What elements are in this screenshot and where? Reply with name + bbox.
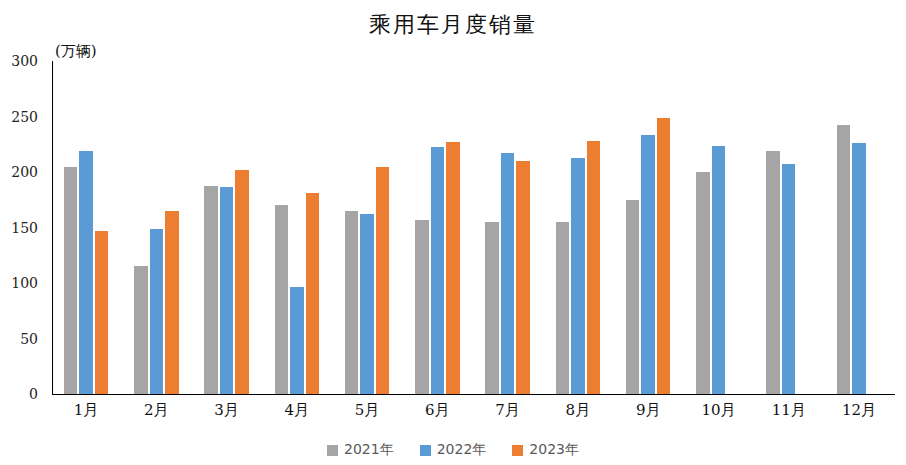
bar-2023年-8月 (587, 141, 601, 394)
bar-2021年-9月 (626, 200, 640, 394)
legend-item-2021年: 2021年 (327, 441, 394, 459)
y-tick-label-300: 300 (0, 52, 38, 70)
x-tick-label-2: 2月 (126, 401, 186, 420)
y-axis-line (52, 61, 53, 394)
bar-2023年-5月 (376, 167, 390, 394)
y-axis-unit-label: (万辆) (55, 42, 97, 61)
legend-swatch-2023年 (512, 445, 523, 456)
bar-2022年-7月 (501, 153, 515, 394)
bar-2021年-4月 (275, 205, 289, 394)
bar-2021年-2月 (134, 266, 148, 394)
y-tick-label-150: 150 (0, 219, 38, 237)
bar-2021年-6月 (415, 220, 429, 394)
x-tick-label-12: 12月 (829, 401, 889, 420)
legend-swatch-2022年 (420, 445, 431, 456)
y-tick-label-250: 250 (0, 108, 38, 126)
chart-canvas: 乘用车月度销量 (万辆) 0 50 100 150 200 250 300 1月 2月 3月 4月 5… (0, 0, 906, 465)
bar-2022年-11月 (782, 164, 796, 394)
legend: 2021年 2022年 2023年 (0, 441, 906, 459)
bar-2021年-1月 (64, 167, 78, 394)
bar-2023年-9月 (657, 118, 671, 394)
x-axis-line (52, 394, 895, 395)
x-tick-label-4: 4月 (267, 401, 327, 420)
bar-2023年-1月 (95, 231, 109, 394)
legend-swatch-2021年 (327, 445, 338, 456)
legend-label-2021年: 2021年 (344, 441, 394, 459)
x-tick-label-10: 10月 (688, 401, 748, 420)
x-tick-label-3: 3月 (197, 401, 257, 420)
bar-2022年-12月 (852, 143, 866, 394)
x-tick-label-8: 8月 (548, 401, 608, 420)
y-tick-label-100: 100 (0, 274, 38, 292)
bar-2022年-4月 (290, 287, 304, 394)
legend-item-2022年: 2022年 (420, 441, 487, 459)
legend-label-2023年: 2023年 (529, 441, 579, 459)
bar-2022年-10月 (712, 146, 726, 394)
bar-2022年-3月 (220, 187, 234, 394)
x-tick-label-11: 11月 (759, 401, 819, 420)
bar-2021年-11月 (766, 151, 780, 394)
bar-2023年-7月 (516, 161, 530, 394)
bar-2023年-2月 (165, 211, 179, 394)
x-tick-label-1: 1月 (56, 401, 116, 420)
y-tick-label-50: 50 (0, 330, 38, 348)
x-tick-label-5: 5月 (337, 401, 397, 420)
bar-2021年-7月 (485, 222, 499, 394)
legend-label-2022年: 2022年 (437, 441, 487, 459)
x-tick-label-9: 9月 (618, 401, 678, 420)
bar-2023年-6月 (446, 142, 460, 394)
bar-2022年-5月 (360, 214, 374, 394)
x-tick-label-6: 6月 (407, 401, 467, 420)
y-tick-label-0: 0 (0, 385, 38, 403)
bar-2022年-9月 (641, 135, 655, 394)
bar-2021年-8月 (556, 222, 570, 394)
bar-2021年-5月 (345, 211, 359, 394)
bar-2022年-2月 (150, 229, 164, 394)
bar-2022年-1月 (79, 151, 93, 394)
legend-item-2023年: 2023年 (512, 441, 579, 459)
y-tick-label-200: 200 (0, 163, 38, 181)
bar-2021年-3月 (204, 186, 218, 394)
bar-2021年-12月 (837, 125, 851, 394)
x-tick-label-7: 7月 (478, 401, 538, 420)
bar-2021年-10月 (696, 172, 710, 394)
bar-2023年-4月 (306, 193, 320, 394)
bar-2022年-6月 (431, 147, 445, 394)
bar-2023年-3月 (235, 170, 249, 394)
chart-title: 乘用车月度销量 (0, 10, 906, 40)
bar-2022年-8月 (571, 158, 585, 394)
